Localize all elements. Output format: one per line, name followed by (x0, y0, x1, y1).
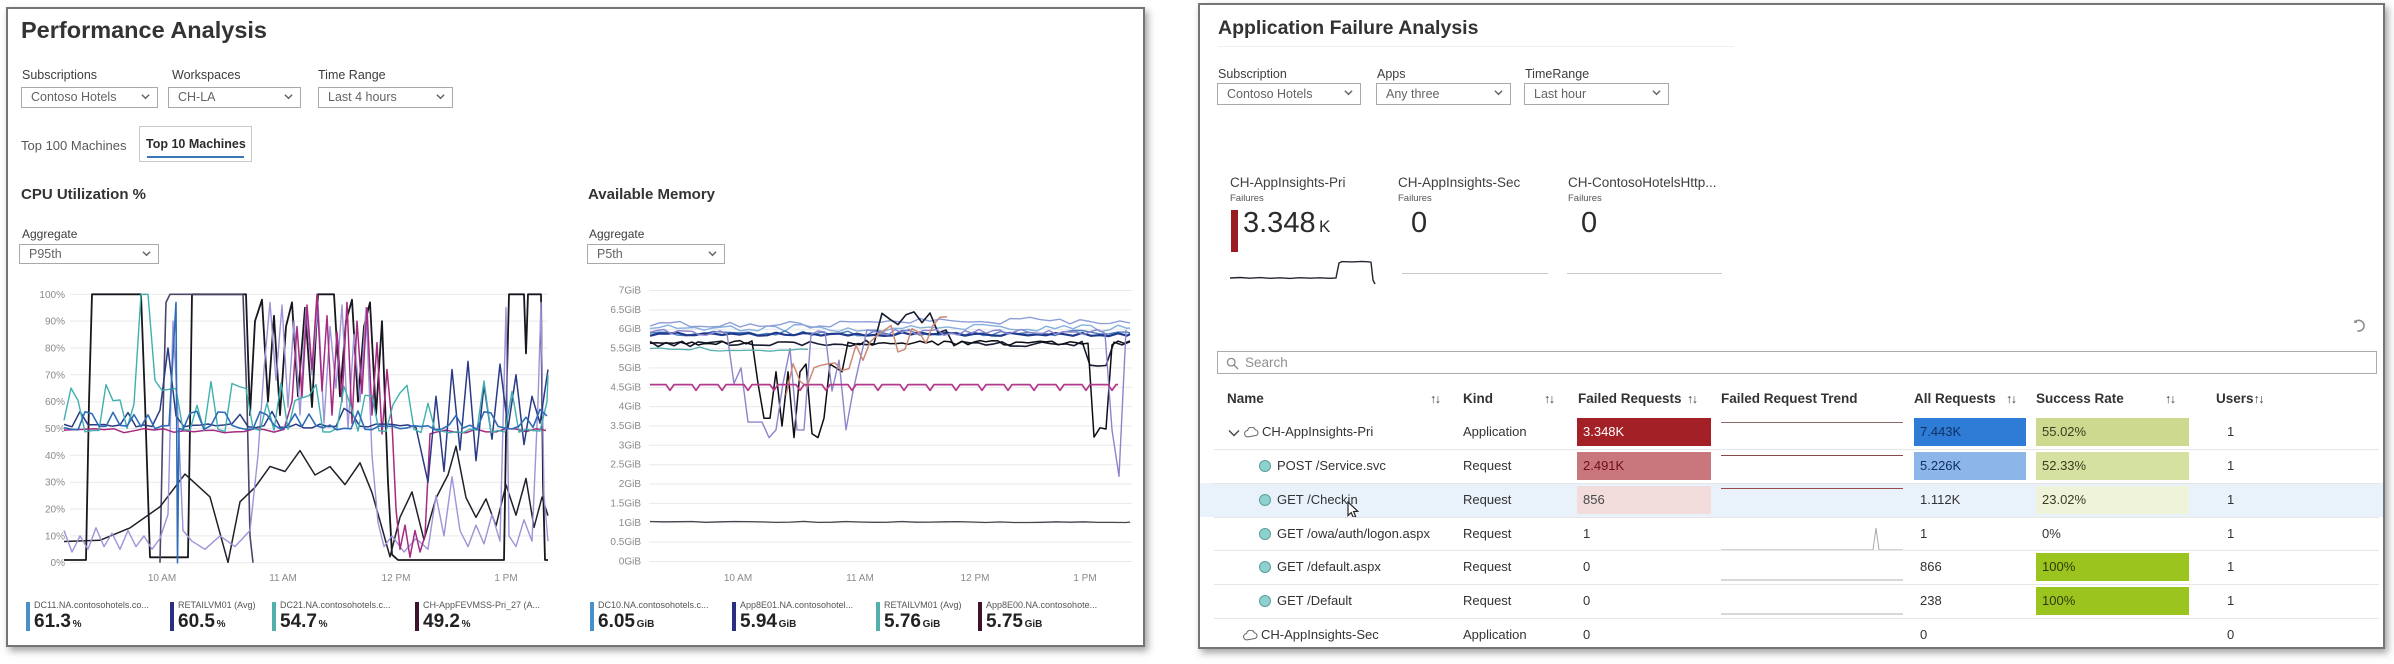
svg-text:5GiB: 5GiB (619, 363, 642, 374)
svg-text:0GiB: 0GiB (619, 557, 642, 568)
svg-text:10 AM: 10 AM (724, 573, 752, 584)
svg-text:20%: 20% (45, 505, 65, 516)
svg-text:2GiB: 2GiB (619, 479, 642, 490)
svg-text:4.5GiB: 4.5GiB (610, 382, 641, 393)
svg-text:12 PM: 12 PM (382, 573, 411, 584)
svg-text:100%: 100% (39, 290, 65, 301)
svg-text:30%: 30% (45, 478, 65, 489)
svg-text:7GiB: 7GiB (619, 286, 642, 297)
svg-text:12 PM: 12 PM (961, 573, 990, 584)
svg-text:3GiB: 3GiB (619, 440, 642, 451)
svg-text:0%: 0% (51, 558, 66, 569)
svg-text:80%: 80% (45, 344, 65, 355)
svg-text:60%: 60% (45, 397, 65, 408)
svg-text:0.5GiB: 0.5GiB (610, 537, 641, 548)
svg-text:10 AM: 10 AM (148, 573, 176, 584)
svg-text:50%: 50% (45, 424, 65, 435)
svg-text:11 AM: 11 AM (269, 573, 297, 584)
svg-text:70%: 70% (45, 370, 65, 381)
svg-text:90%: 90% (45, 317, 65, 328)
svg-text:2.5GiB: 2.5GiB (610, 460, 641, 471)
svg-text:4GiB: 4GiB (619, 402, 642, 413)
svg-text:40%: 40% (45, 451, 65, 462)
svg-text:11 AM: 11 AM (846, 573, 874, 584)
svg-text:6GiB: 6GiB (619, 324, 642, 335)
svg-text:1GiB: 1GiB (619, 518, 642, 529)
svg-text:1 PM: 1 PM (1073, 573, 1096, 584)
svg-text:3.5GiB: 3.5GiB (610, 421, 641, 432)
svg-text:1 PM: 1 PM (494, 573, 517, 584)
svg-text:10%: 10% (45, 531, 65, 542)
svg-text:6.5GiB: 6.5GiB (610, 305, 641, 316)
svg-text:5.5GiB: 5.5GiB (610, 344, 641, 355)
svg-text:1.5GiB: 1.5GiB (610, 498, 641, 509)
